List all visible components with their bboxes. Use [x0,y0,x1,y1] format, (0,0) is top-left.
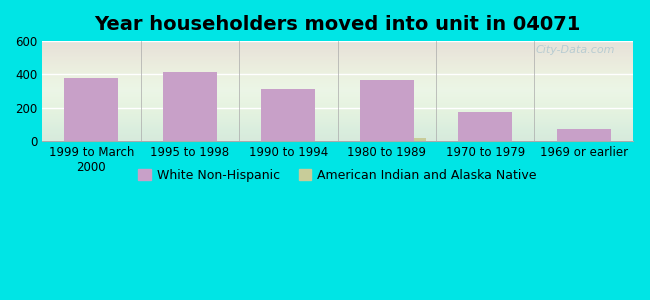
Text: City-Data.com: City-Data.com [536,45,615,55]
Bar [261,88,315,141]
Bar [458,112,512,141]
Bar [162,72,217,141]
Title: Year householders moved into unit in 04071: Year householders moved into unit in 040… [94,15,580,34]
Bar [359,80,414,141]
Legend: White Non-Hispanic, American Indian and Alaska Native: White Non-Hispanic, American Indian and … [133,164,542,187]
Bar [414,138,426,141]
Bar [556,129,611,141]
Bar [64,78,118,141]
